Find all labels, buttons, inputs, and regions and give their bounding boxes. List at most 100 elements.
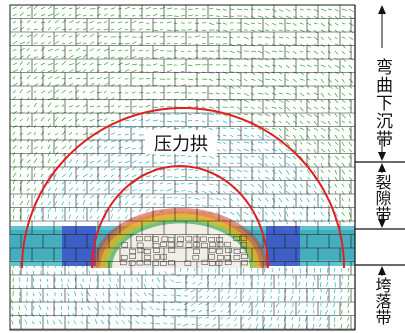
displacement-vector: [89, 90, 95, 94]
displacement-vector: [110, 43, 116, 45]
displacement-vector: [299, 50, 304, 53]
displacement-vector: [103, 70, 108, 73]
displacement-vector: [299, 211, 303, 216]
displacement-vector: [124, 55, 129, 59]
displacement-vector: [229, 127, 235, 130]
displacement-vector: [47, 27, 52, 31]
displacement-vector: [285, 281, 287, 287]
displacement-vector: [82, 34, 88, 38]
displacement-vector: [26, 90, 31, 94]
displacement-vector: [61, 306, 63, 311]
displacement-vector: [138, 162, 143, 164]
displacement-vector: [306, 85, 310, 89]
displacement-vector: [229, 78, 234, 81]
displacement-vector: [32, 270, 35, 276]
displacement-vector: [339, 316, 343, 320]
displacement-vector: [236, 211, 241, 217]
displacement-vector: [236, 50, 242, 54]
displacement-vector: [194, 155, 199, 158]
displacement-vector: [208, 92, 214, 95]
displacement-vector: [264, 127, 270, 131]
displacement-vector: [173, 49, 178, 52]
displacement-vector: [222, 36, 227, 39]
displacement-vector: [208, 127, 213, 131]
displacement-vector: [208, 50, 215, 52]
displacement-vector: [299, 134, 304, 140]
zone-label-bending-subsidence: 弯曲下沉带: [372, 58, 393, 148]
caved-block: [120, 255, 128, 261]
displacement-vector: [348, 36, 354, 41]
displacement-vector: [278, 50, 283, 52]
displacement-vector: [243, 8, 249, 11]
displacement-vector: [341, 274, 343, 279]
displacement-vector: [236, 141, 241, 144]
displacement-vector: [166, 35, 172, 38]
displacement-vector: [102, 292, 105, 297]
displacement-vector: [103, 20, 108, 24]
displacement-vector: [12, 172, 17, 178]
displacement-vector: [40, 6, 45, 10]
displacement-vector: [12, 62, 18, 66]
displacement-vector: [180, 50, 185, 53]
displacement-vector: [250, 36, 254, 39]
displacement-vector: [145, 161, 150, 164]
displacement-vector: [229, 162, 234, 165]
displacement-vector: [110, 21, 115, 24]
displacement-vector: [278, 267, 280, 272]
displacement-vector: [12, 21, 17, 24]
displacement-vector: [180, 15, 185, 17]
displacement-vector: [341, 50, 346, 55]
displacement-vector: [262, 323, 266, 330]
displacement-vector: [26, 208, 29, 213]
displacement-vector: [298, 295, 301, 301]
displacement-vector: [285, 78, 289, 82]
displacement-vector: [166, 120, 173, 123]
displacement-vector: [257, 106, 262, 110]
displacement-vector: [325, 288, 329, 295]
displacement-vector: [341, 43, 346, 49]
displacement-vector: [257, 169, 261, 174]
displacement-vector: [306, 148, 311, 152]
displacement-vector: [45, 312, 49, 318]
caved-block: [185, 236, 193, 242]
displacement-vector: [257, 141, 263, 144]
displacement-vector: [208, 78, 214, 82]
displacement-vector: [47, 76, 53, 80]
displacement-vector: [285, 197, 289, 202]
displacement-vector: [229, 190, 236, 194]
displacement-vector: [340, 302, 343, 307]
caved-block: [129, 253, 137, 259]
displacement-vector: [257, 92, 264, 95]
displacement-vector: [61, 173, 67, 178]
displacement-vector: [325, 302, 329, 309]
displacement-vector: [75, 28, 80, 31]
caved-block: [137, 248, 145, 254]
displacement-vector: [144, 270, 147, 276]
displacement-vector: [327, 8, 332, 11]
caved-block: [201, 242, 208, 248]
displacement-vector: [96, 187, 101, 192]
displacement-vector: [222, 50, 228, 53]
displacement-vector: [131, 126, 136, 129]
displacement-vector: [327, 127, 332, 131]
displacement-vector: [227, 309, 231, 314]
displacement-vector: [327, 85, 333, 89]
displacement-vector: [222, 141, 226, 145]
displacement-vector: [39, 278, 42, 283]
displacement-vector: [40, 42, 45, 45]
displacement-vector: [75, 105, 80, 108]
caved-block: [185, 242, 193, 248]
displacement-vector: [222, 8, 227, 11]
displacement-vector: [236, 183, 240, 187]
displacement-vector: [103, 57, 108, 59]
displacement-vector: [222, 22, 227, 25]
displacement-vector: [96, 145, 102, 150]
displacement-vector: [222, 113, 228, 117]
displacement-vector: [184, 281, 189, 284]
displacement-vector: [32, 292, 35, 297]
displacement-vector: [12, 145, 17, 150]
displacement-vector: [12, 55, 17, 59]
displacement-vector: [82, 68, 87, 73]
displacement-vector: [18, 305, 21, 311]
displacement-vector: [82, 15, 87, 17]
